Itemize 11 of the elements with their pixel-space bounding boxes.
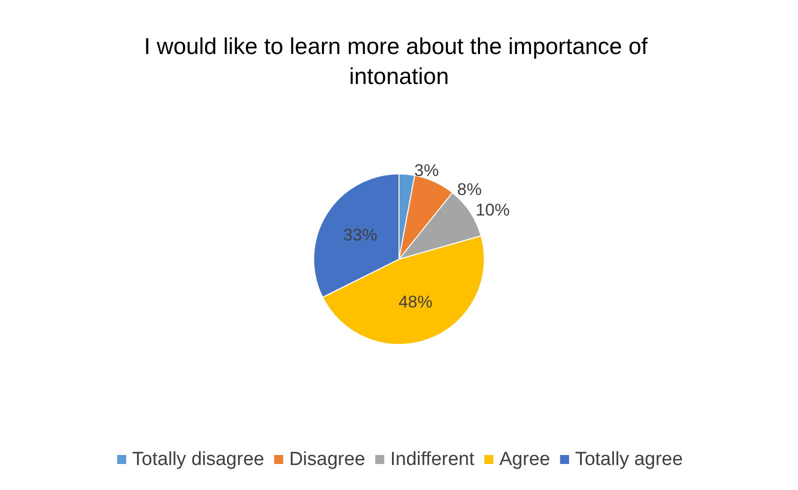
data-label: 48% [398, 292, 433, 312]
legend-label: Agree [499, 449, 550, 470]
data-label: 10% [476, 200, 510, 220]
legend-label: Totally disagree [132, 449, 264, 470]
data-label: 3% [414, 160, 439, 180]
legend-label: Indifferent [390, 449, 476, 470]
legend-label: Disagree [289, 449, 366, 470]
data-label: 33% [343, 226, 378, 245]
data-label: 8% [457, 180, 482, 199]
legend-label: Totally agree [575, 449, 683, 470]
chart-title: I would like to learn more about the importance of intonation [144, 33, 654, 89]
